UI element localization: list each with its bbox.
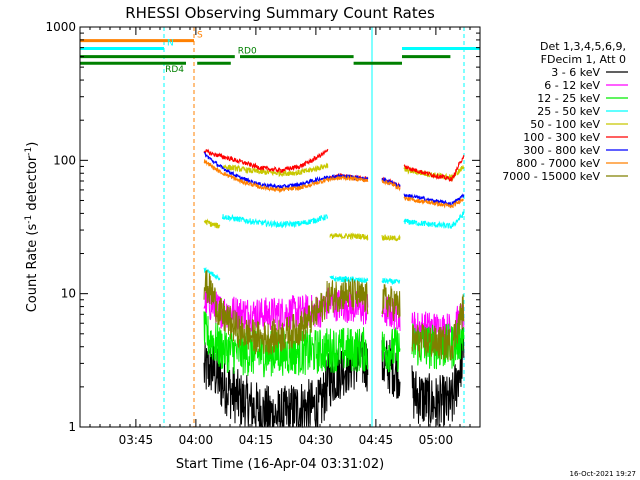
series-0	[203, 327, 465, 429]
series-0-segment-0	[203, 333, 369, 429]
legend: Det 1,3,4,5,6,9,FDecim 1, Att 03 - 6 keV…	[502, 40, 628, 183]
series-1-segment-1	[381, 294, 401, 332]
legend-label-6: 300 - 800 keV	[523, 144, 600, 157]
series-4-segment-0	[203, 218, 221, 229]
y-tick-label-2: 100	[53, 153, 76, 167]
y-axis-label-end: )	[25, 142, 40, 147]
flag-label-n: N	[167, 38, 174, 48]
series-4-segment-3	[381, 234, 401, 242]
series-8	[203, 269, 465, 361]
series-8-segment-1	[381, 284, 401, 322]
x-tick-label-5: 05:00	[419, 433, 454, 447]
x-tick-label-3: 04:30	[299, 433, 334, 447]
y-axis-label-sup2: -1	[24, 147, 34, 156]
series-3-segment-1	[221, 213, 329, 229]
series-8-segment-2	[411, 294, 465, 361]
legend-label-3: 25 - 50 keV	[537, 105, 600, 118]
series-5-segment-3	[403, 154, 465, 182]
y-axis-label-mid: detector	[25, 155, 40, 215]
series-7-segment-1	[381, 179, 401, 192]
x-tick-label-2: 04:15	[239, 433, 274, 447]
legend-label-1: 6 - 12 keV	[544, 79, 600, 92]
flag-label-rd0: RD0	[238, 47, 257, 57]
flag-label-rd4: RD4	[165, 65, 184, 75]
axis-layer: 1 10 100 1000 03:45 04:00 04:15 04:30 04:45 05:00	[45, 20, 481, 447]
y-tick-label-0: 1	[68, 420, 76, 434]
flag-rd0: RD0	[80, 47, 451, 59]
series-6	[203, 151, 465, 208]
legend-header-0: Det 1,3,4,5,6,9,	[540, 40, 626, 53]
legend-label-8: 7000 - 15000 keV	[502, 170, 600, 183]
series-5-segment-0	[203, 148, 329, 174]
y-axis-label-main: Count Rate (s	[25, 224, 40, 313]
legend-label-4: 50 - 100 keV	[530, 118, 600, 131]
series-4-segment-2	[329, 232, 369, 242]
series-7-segment-0	[203, 159, 369, 194]
data-layer: S N RD0 RD4	[80, 27, 480, 429]
legend-header-1: FDecim 1, Att 0	[541, 53, 626, 66]
series-3-segment-3	[381, 277, 401, 285]
legend-label-7: 800 - 7000 keV	[516, 157, 600, 170]
x-tick-label-0: 03:45	[119, 433, 154, 447]
y-axis-label: Count Rate (s-1 detector-1)	[24, 142, 40, 313]
series-0-segment-1	[381, 337, 401, 399]
series-3-segment-4	[403, 211, 465, 230]
timestamp: 16-Oct-2021 19:27	[570, 470, 636, 478]
series-2-segment-1	[381, 327, 401, 373]
flag-n: N	[80, 38, 480, 50]
chart-title: RHESSI Observing Summary Count Rates	[125, 4, 435, 22]
y-axis-label-sup1: -1	[24, 215, 34, 224]
flag-label-s: S	[197, 31, 203, 41]
legend-label-2: 12 - 25 keV	[537, 92, 600, 105]
series-0-segment-2	[411, 327, 465, 427]
x-tick-label-1: 04:00	[179, 433, 214, 447]
y-tick-label-3: 1000	[45, 20, 76, 34]
series-6-segment-0	[203, 151, 369, 191]
legend-label-0: 3 - 6 keV	[551, 66, 600, 79]
flag-s: S	[80, 31, 203, 43]
x-tick-label-4: 04:45	[359, 433, 394, 447]
series-6-segment-1	[381, 177, 401, 187]
legend-label-5: 100 - 300 keV	[523, 131, 600, 144]
series-6-segment-2	[403, 193, 465, 208]
flag-rd4: RD4	[80, 61, 402, 75]
series-2-segment-0	[203, 311, 369, 378]
series-7-segment-2	[403, 196, 465, 209]
series-8-segment-0	[203, 269, 369, 355]
series-7	[203, 159, 465, 209]
y-tick-label-1: 10	[61, 287, 76, 301]
series-4-segment-1	[221, 162, 329, 178]
x-axis-label: Start Time (16-Apr-04 03:31:02)	[176, 457, 384, 472]
